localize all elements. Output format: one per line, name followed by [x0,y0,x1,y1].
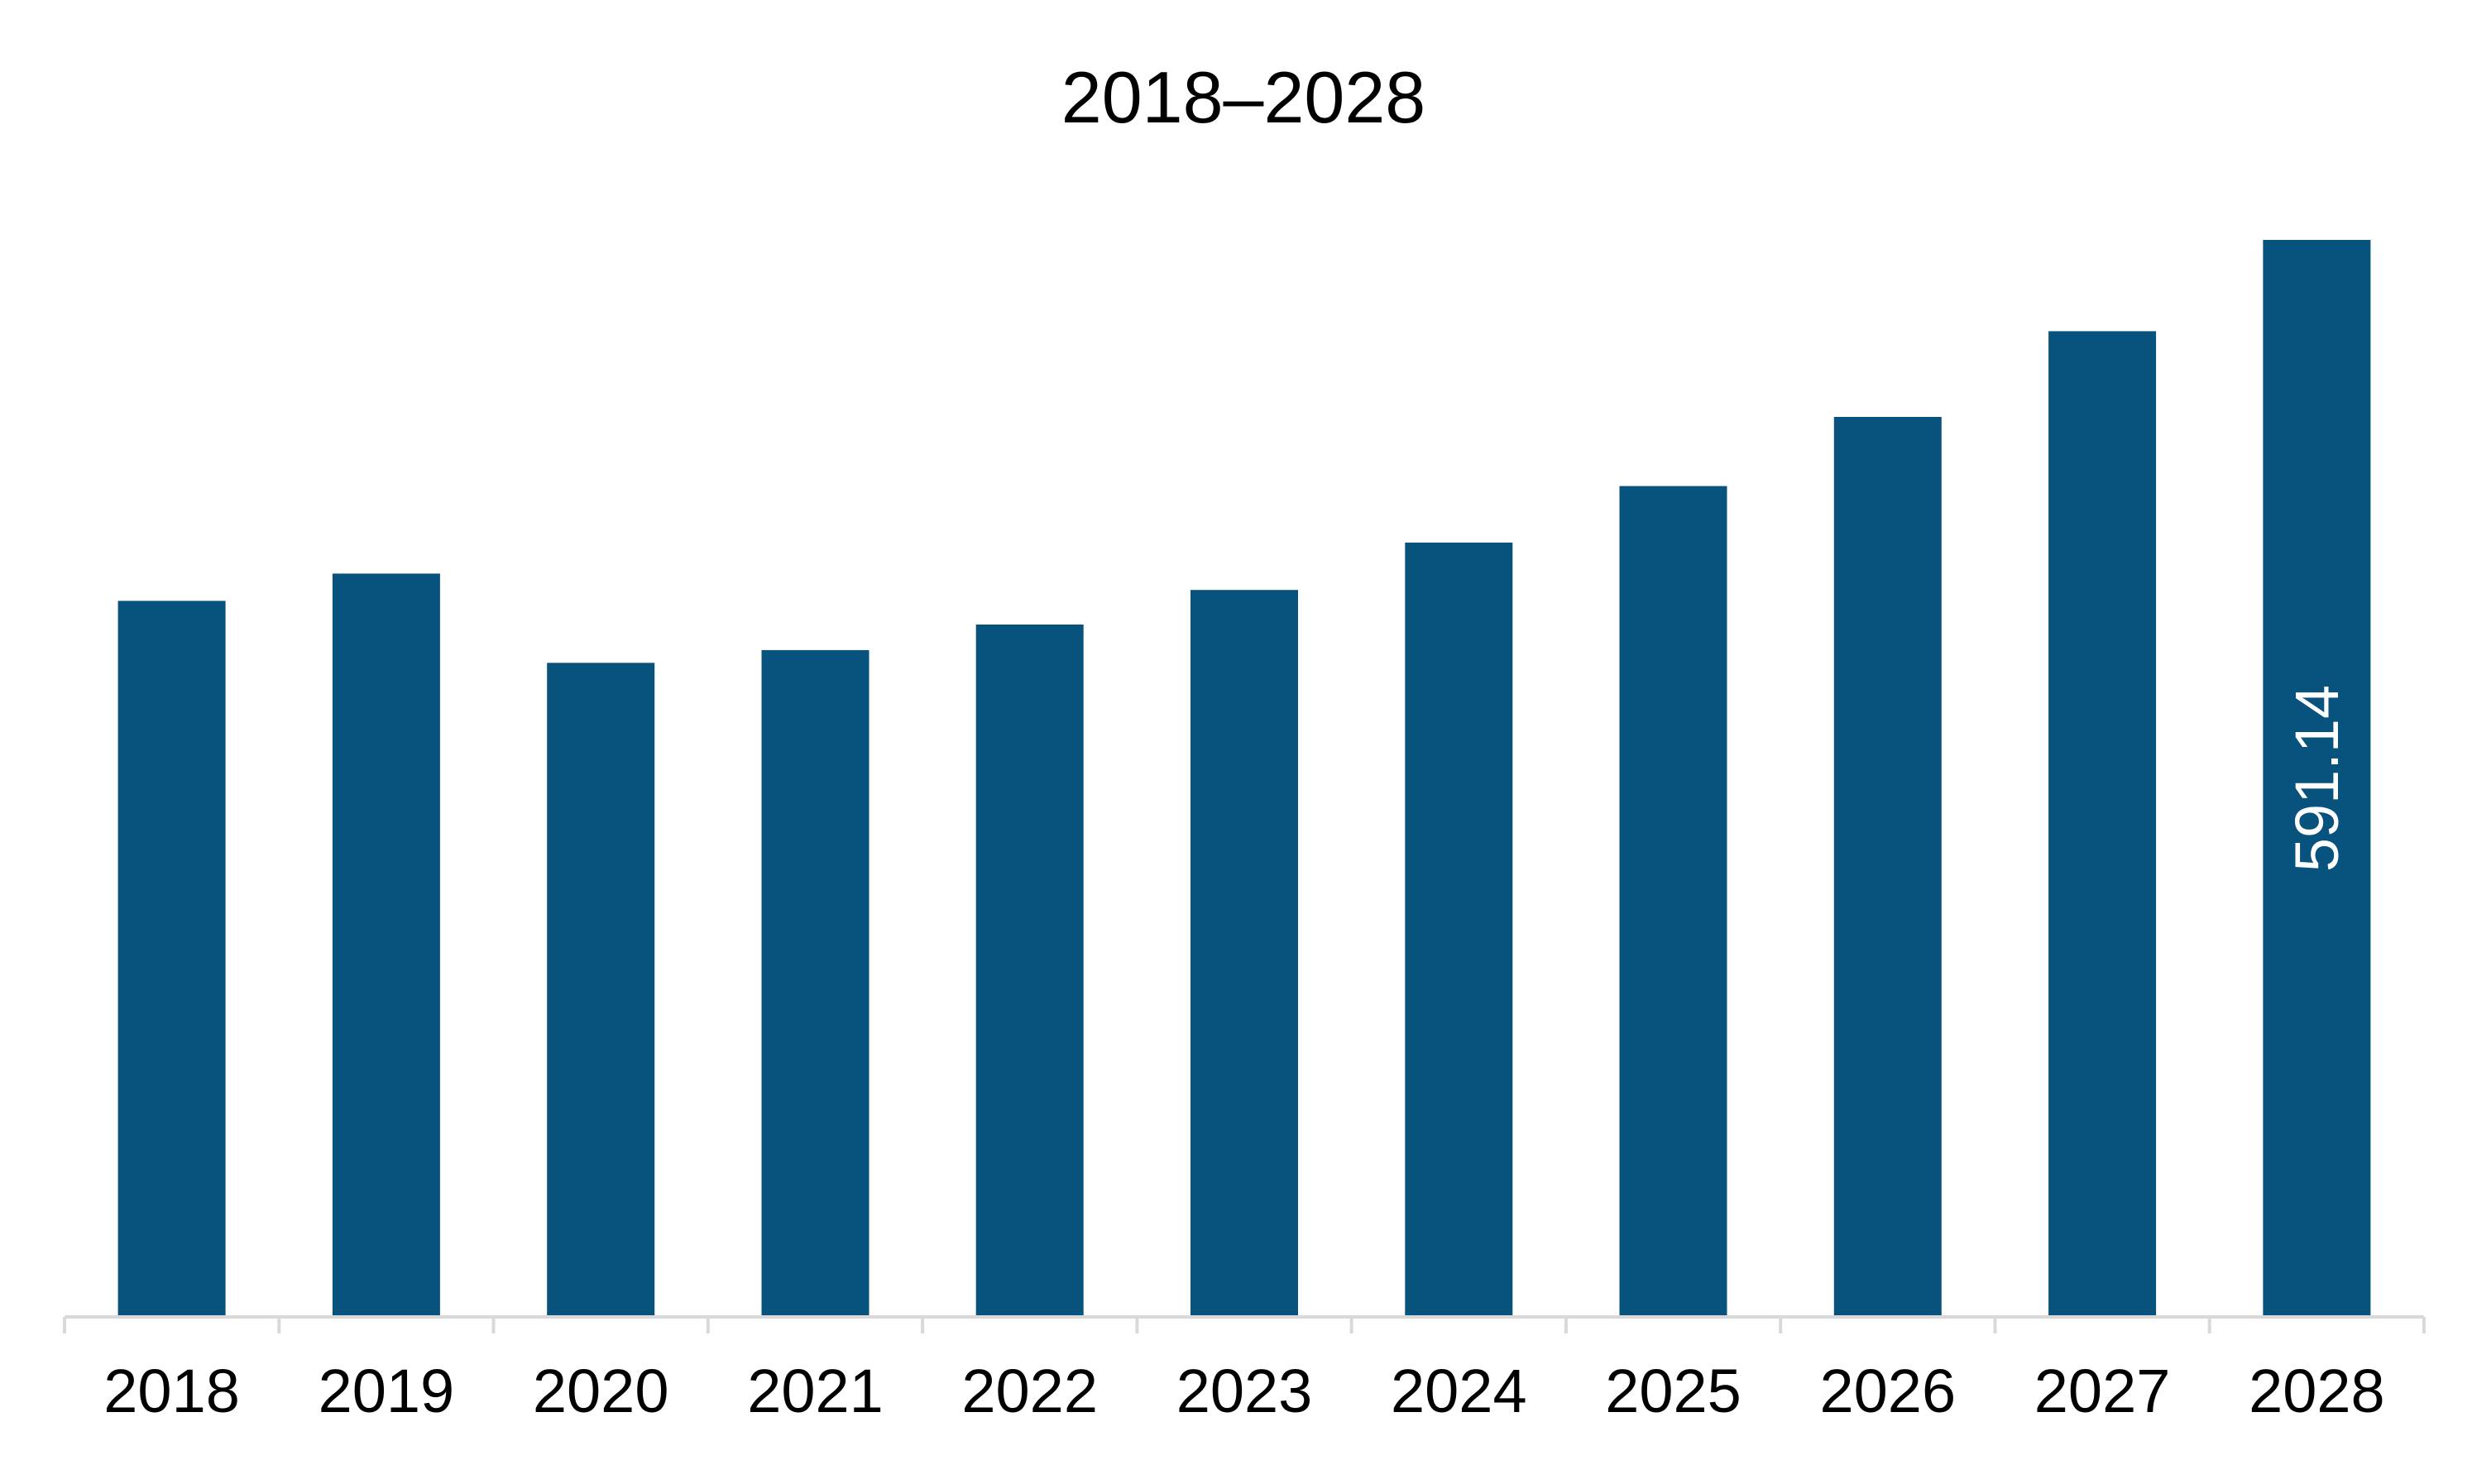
bar-2028 [2263,240,2371,1317]
bar-2022 [975,625,1084,1317]
data-label-2028: 591.14 [2283,685,2351,872]
x-tick-label-2028: 2028 [2249,1357,2385,1425]
bar-2018 [117,601,226,1317]
chart-title: 2018–2028 [1061,56,1425,138]
x-tick-label-2023: 2023 [1176,1357,1313,1425]
x-tick-label-2022: 2022 [961,1357,1098,1425]
x-tick-label-2018: 2018 [103,1357,240,1425]
x-tick-label-2027: 2027 [2034,1357,2171,1425]
x-axis [63,1315,2426,1333]
bar-2025 [1619,486,1727,1317]
bar-2020 [547,663,655,1317]
x-axis-tick-labels: 2018 2019 2020 2021 2022 2023 2024 2025 2026 2027… [103,1357,2384,1425]
bar-2026 [1833,417,1942,1317]
x-tick-label-2020: 2020 [533,1357,669,1425]
x-tick-label-2026: 2026 [1819,1357,1956,1425]
x-tick-label-2024: 2024 [1391,1357,1527,1425]
x-tick-label-2025: 2025 [1605,1357,1741,1425]
bar-2027 [2048,331,2157,1317]
bars-layer [117,240,2371,1317]
bar-2023 [1190,590,1298,1317]
bar-2021 [761,649,870,1317]
x-tick-label-2021: 2021 [747,1357,884,1425]
bar-2019 [332,573,440,1317]
x-tick-label-2019: 2019 [319,1357,455,1425]
data-labels: 591.14 [2283,685,2351,872]
bar-2024 [1405,542,1513,1317]
